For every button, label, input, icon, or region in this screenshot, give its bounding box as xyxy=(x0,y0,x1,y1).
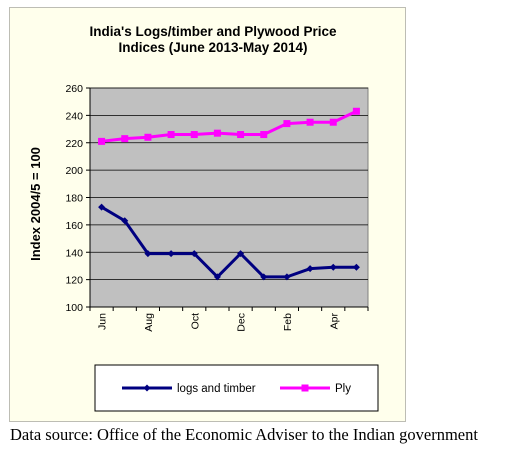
y-tick-label: 180 xyxy=(65,193,83,205)
legend: logs and timber Ply xyxy=(122,383,351,395)
x-axis-ticks: Jun Aug Oct Dec Feb Apr xyxy=(89,306,369,332)
data-point xyxy=(329,263,337,271)
data-point xyxy=(121,135,129,143)
data-point xyxy=(237,131,245,139)
gridlines xyxy=(90,87,368,281)
data-point xyxy=(283,120,291,128)
x-tick-label: Feb xyxy=(282,313,294,331)
y-tick-label: 240 xyxy=(65,110,83,122)
series-group xyxy=(98,107,360,281)
y-tick-label: 260 xyxy=(65,83,83,95)
y-tick-label: 220 xyxy=(65,138,83,150)
series-1 xyxy=(98,107,360,145)
x-tick-label: Apr xyxy=(328,313,340,330)
data-point xyxy=(121,217,129,225)
data-point xyxy=(329,118,337,126)
data-point xyxy=(352,263,360,271)
data-point xyxy=(352,107,360,115)
y-tick-label: 140 xyxy=(65,247,83,259)
data-source-note: Data source: Office of the Economic Advi… xyxy=(10,425,478,444)
y-axis-label: Index 2004/5 = 100 xyxy=(28,147,43,261)
data-point xyxy=(237,250,245,258)
data-point xyxy=(306,265,314,273)
line-chart: India's Logs/timber and Plywood Price In… xyxy=(28,24,379,412)
x-tick-label: Jun xyxy=(97,313,109,330)
data-point xyxy=(98,137,106,145)
legend-label: Ply xyxy=(335,383,351,395)
data-point xyxy=(144,133,152,141)
x-tick-label: Dec xyxy=(236,313,248,332)
y-tick-label: 120 xyxy=(65,275,83,287)
data-point xyxy=(260,273,268,281)
legend-swatch-marker xyxy=(143,384,151,392)
data-point xyxy=(213,129,221,137)
y-tick-label: 160 xyxy=(65,220,83,232)
data-point xyxy=(167,131,175,139)
x-tick-label: Aug xyxy=(143,313,155,332)
series-line xyxy=(101,109,358,143)
data-point xyxy=(190,250,198,258)
data-point xyxy=(98,203,106,211)
y-tick-label: 200 xyxy=(65,165,83,177)
y-tick-label: 100 xyxy=(65,302,83,314)
data-point xyxy=(306,118,314,126)
data-point xyxy=(260,131,268,139)
data-point xyxy=(283,273,291,281)
data-point xyxy=(167,250,175,258)
legend-label: logs and timber xyxy=(177,383,256,395)
series-0 xyxy=(98,203,360,281)
data-point xyxy=(213,273,221,281)
series-line xyxy=(100,205,357,279)
data-point xyxy=(144,250,152,258)
chart-title-line-1: India's Logs/timber and Plywood Price xyxy=(89,24,336,39)
legend-swatch-marker xyxy=(301,384,309,392)
data-point xyxy=(190,131,198,139)
chart-title-line-2: Indices (June 2013-May 2014) xyxy=(118,40,307,55)
chart-frame: India's Logs/timber and Plywood Price In… xyxy=(9,7,406,422)
x-tick-label: Oct xyxy=(189,313,201,329)
y-axis-ticks: 100 120 140 160 180 200 220 240 260 xyxy=(65,83,91,314)
